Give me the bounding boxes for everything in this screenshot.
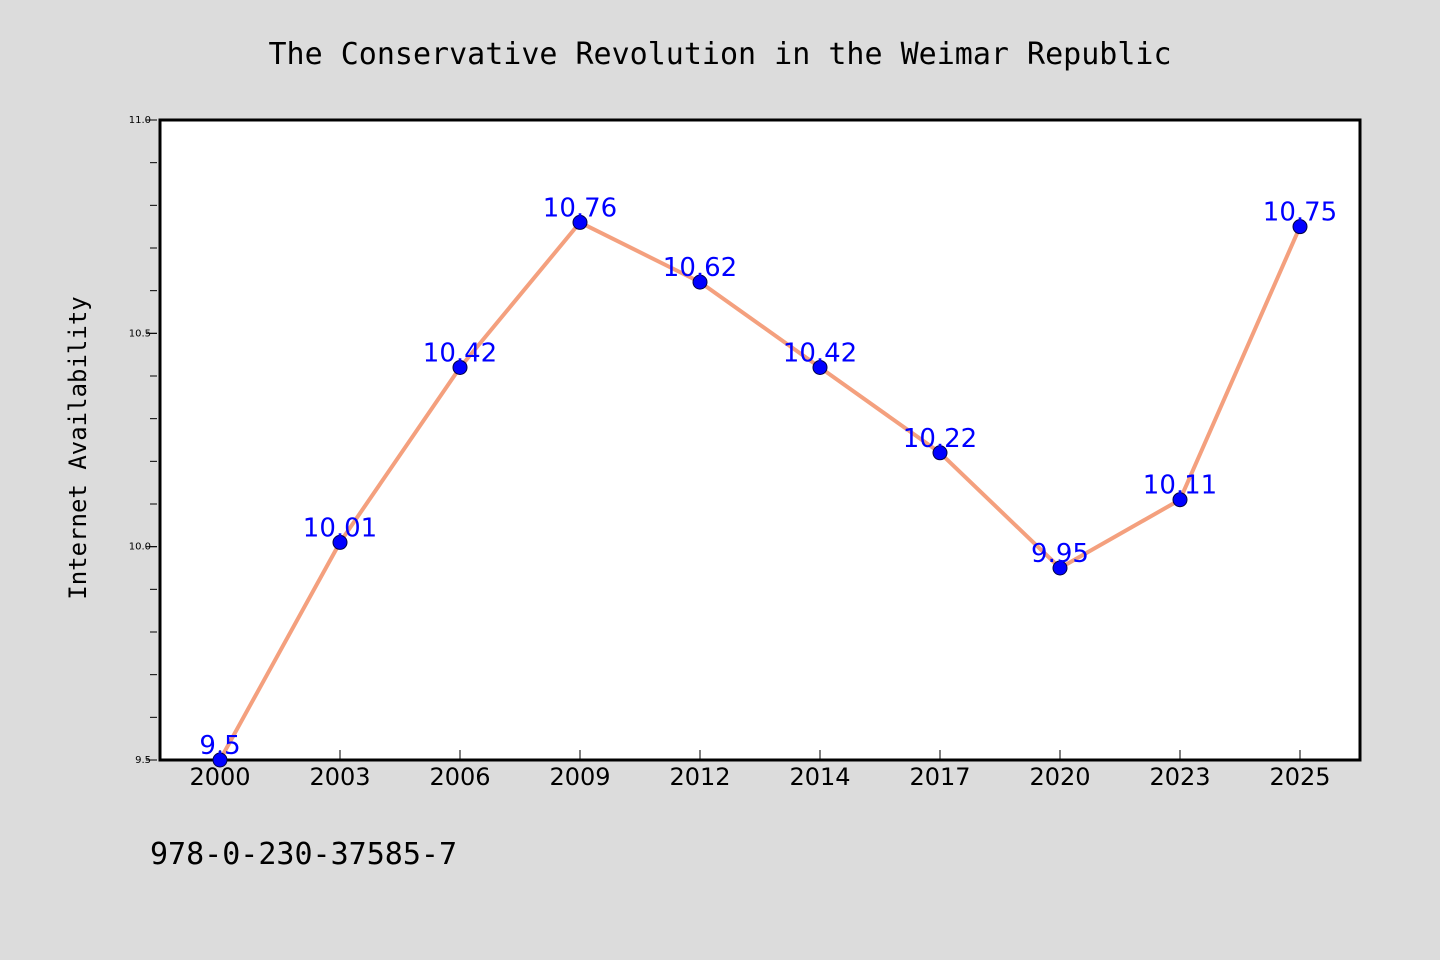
data-label: 10.42 — [423, 338, 497, 368]
plot-area — [158, 118, 1362, 762]
data-point — [692, 274, 708, 290]
x-tick-label: 2000 — [189, 763, 250, 791]
data-point — [932, 445, 948, 461]
data-label: 10.62 — [663, 253, 737, 283]
data-point — [332, 534, 348, 550]
data-label: 10.76 — [543, 193, 617, 223]
y-axis-label: Internet Availability — [64, 296, 92, 599]
y-tick-label: 11.0 — [129, 115, 151, 126]
y-tick-label: 10.5 — [129, 328, 151, 339]
x-tick-label: 2023 — [1149, 763, 1210, 791]
x-tick-label: 2003 — [309, 763, 370, 791]
x-tick-label: 2012 — [669, 763, 730, 791]
series-line — [218, 220, 1302, 761]
data-label: 10.22 — [903, 424, 977, 454]
data-point — [452, 359, 468, 375]
x-tick-label: 2025 — [1269, 763, 1330, 791]
data-point — [212, 752, 228, 768]
y-tick-label: 9.5 — [135, 755, 151, 766]
data-label: 10.75 — [1263, 198, 1337, 228]
data-point — [1052, 560, 1068, 576]
data-label: 10.11 — [1143, 471, 1217, 501]
isbn-text: 978-0-230-37585-7 — [150, 837, 457, 872]
data-point — [572, 214, 588, 230]
data-label: 9.95 — [1031, 539, 1089, 569]
data-label: 10.01 — [303, 513, 377, 543]
y-tick-label: 10.0 — [129, 542, 151, 553]
data-point — [1172, 492, 1188, 508]
data-point — [1292, 219, 1308, 235]
x-tick-label: 2009 — [549, 763, 610, 791]
x-tick-label: 2014 — [789, 763, 850, 791]
x-axis: 2000 2003 2006 2009 2012 2014 2017 2020 2023 2025 — [189, 750, 1331, 791]
x-tick-label: 2020 — [1029, 763, 1090, 791]
x-tick-label: 2006 — [429, 763, 490, 791]
y-axis: 9.5 10.0 10.5 11.0 — [129, 115, 157, 766]
data-label: 9.5 — [199, 731, 240, 761]
data-point — [812, 359, 828, 375]
series-layer: 9.5 10.01 10.42 10.76 10.62 10.42 10.22 9.95 10.… — [199, 193, 1337, 768]
x-tick-label: 2017 — [909, 763, 970, 791]
chart-title: The Conservative Revolution in the Weima… — [268, 37, 1171, 72]
data-label: 10.42 — [783, 338, 857, 368]
